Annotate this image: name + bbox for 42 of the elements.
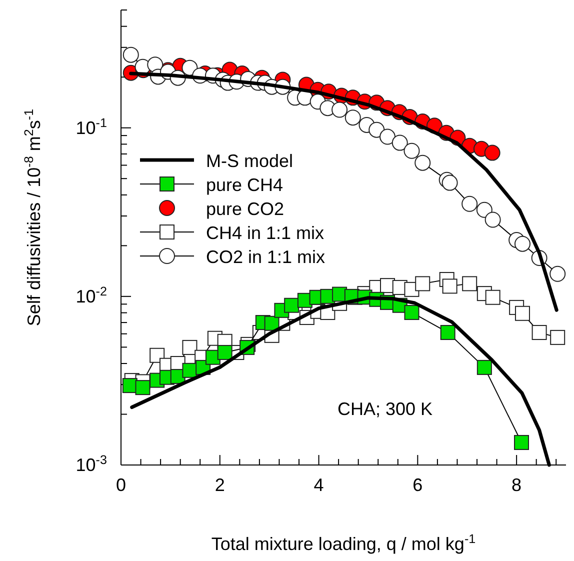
- point: [476, 360, 492, 375]
- point: [514, 434, 529, 450]
- point: [550, 330, 566, 345]
- annotation: CHA; 300 K: [337, 399, 433, 419]
- point: [414, 154, 431, 171]
- point: [284, 298, 300, 313]
- point: [462, 276, 478, 292]
- point: [514, 306, 530, 321]
- point: [532, 324, 547, 340]
- point: [442, 174, 458, 191]
- point: [415, 276, 430, 292]
- x-tick-label: 0: [116, 475, 126, 495]
- x-tick-label: 4: [314, 475, 324, 495]
- point: [462, 196, 478, 212]
- point: [484, 212, 501, 228]
- point: [404, 304, 420, 320]
- point: [182, 340, 198, 355]
- point: [135, 380, 150, 396]
- point: [380, 128, 396, 145]
- x-tick-label: 6: [412, 475, 423, 495]
- point: [404, 142, 420, 159]
- x-tick-label: 2: [214, 475, 225, 495]
- x-tick-label: 8: [512, 475, 522, 495]
- point: [440, 324, 456, 340]
- point: [332, 102, 348, 118]
- point: [514, 236, 530, 252]
- y-tick-label: 10$^{-3}$: [76, 453, 107, 475]
- point: [392, 134, 408, 151]
- legend-label: M-S model: [206, 151, 294, 171]
- y-tick-label: 10$^{-1}$: [76, 116, 107, 138]
- point: [485, 290, 500, 305]
- y-tick-label: 10$^{-2}$: [76, 284, 107, 306]
- legend-label: CO2 in 1:1 mix: [206, 247, 326, 267]
- point: [344, 110, 361, 126]
- x-axis-title: Total mixture loading, q / mol kg$^{-1}$: [211, 532, 476, 554]
- point: [484, 144, 500, 161]
- legend-label: pure CH4: [206, 175, 284, 195]
- point: [122, 46, 139, 63]
- legend-label: CH4 in 1:1 mix: [206, 223, 324, 243]
- point: [217, 344, 232, 360]
- legend-label: pure CO2: [206, 199, 284, 219]
- point: [442, 278, 458, 294]
